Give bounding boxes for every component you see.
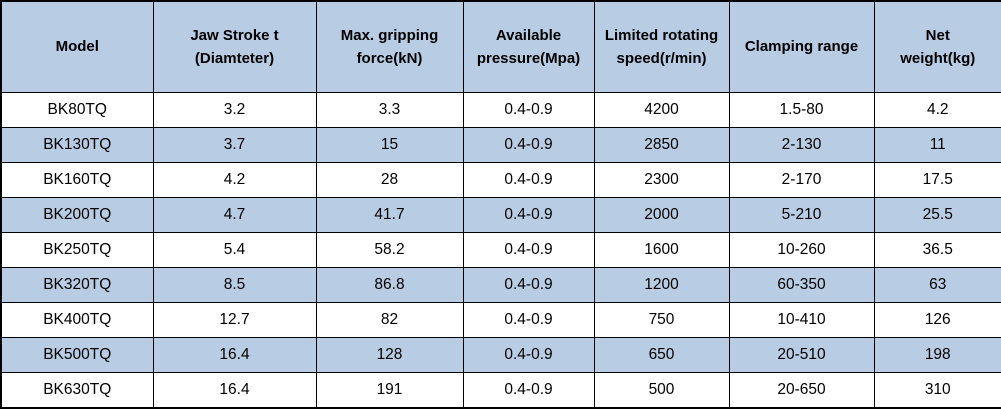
cell-model: BK160TQ [0, 161, 154, 198]
cell-net-weight: 4.2 [873, 92, 1001, 128]
table-row: BK500TQ 16.4 128 0.4-0.9 650 20-510 198 [0, 336, 1001, 373]
cell-gripping-force: 128 [315, 336, 464, 373]
cell-model: BK500TQ [0, 336, 154, 373]
cell-available-pressure: 0.4-0.9 [462, 301, 595, 338]
header-row: Model Jaw Stroke t (Diamteter) Max. grip… [0, 0, 1001, 93]
cell-net-weight: 25.5 [873, 196, 1001, 233]
cell-available-pressure: 0.4-0.9 [462, 196, 595, 233]
cell-gripping-force: 3.3 [315, 92, 464, 128]
cell-jaw-stroke: 16.4 [152, 371, 317, 409]
cell-net-weight: 310 [873, 371, 1001, 409]
cell-model: BK400TQ [0, 301, 154, 338]
table-row: BK630TQ 16.4 191 0.4-0.9 500 20-650 310 [0, 371, 1001, 409]
cell-available-pressure: 0.4-0.9 [462, 231, 595, 268]
cell-clamping-range: 20-650 [728, 371, 875, 409]
table-row: BK130TQ 3.7 15 0.4-0.9 2850 2-130 11 [0, 126, 1001, 163]
cell-gripping-force: 86.8 [315, 266, 464, 303]
header-rotating-speed: Limited rotating speed(r/min) [593, 0, 730, 93]
cell-net-weight: 198 [873, 336, 1001, 373]
cell-net-weight: 17.5 [873, 161, 1001, 198]
cell-available-pressure: 0.4-0.9 [462, 371, 595, 409]
cell-model: BK130TQ [0, 126, 154, 163]
cell-available-pressure: 0.4-0.9 [462, 126, 595, 163]
cell-clamping-range: 5-210 [728, 196, 875, 233]
cell-model: BK80TQ [0, 92, 154, 128]
cell-gripping-force: 82 [315, 301, 464, 338]
cell-model: BK200TQ [0, 196, 154, 233]
cell-clamping-range: 2-130 [728, 126, 875, 163]
cell-rotating-speed: 4200 [593, 92, 730, 128]
header-jaw-stroke: Jaw Stroke t (Diamteter) [152, 0, 317, 93]
cell-jaw-stroke: 4.2 [152, 161, 317, 198]
cell-jaw-stroke: 3.7 [152, 126, 317, 163]
cell-net-weight: 36.5 [873, 231, 1001, 268]
cell-rotating-speed: 2300 [593, 161, 730, 198]
cell-rotating-speed: 500 [593, 371, 730, 409]
cell-available-pressure: 0.4-0.9 [462, 92, 595, 128]
cell-gripping-force: 15 [315, 126, 464, 163]
cell-model: BK630TQ [0, 371, 154, 409]
table-row: BK400TQ 12.7 82 0.4-0.9 750 10-410 126 [0, 301, 1001, 338]
cell-net-weight: 11 [873, 126, 1001, 163]
cell-net-weight: 63 [873, 266, 1001, 303]
header-available-pressure: Available pressure(Mpa) [462, 0, 595, 93]
cell-available-pressure: 0.4-0.9 [462, 336, 595, 373]
cell-clamping-range: 10-260 [728, 231, 875, 268]
cell-available-pressure: 0.4-0.9 [462, 266, 595, 303]
table-row: BK250TQ 5.4 58.2 0.4-0.9 1600 10-260 36.… [0, 231, 1001, 268]
table-row: BK160TQ 4.2 28 0.4-0.9 2300 2-170 17.5 [0, 161, 1001, 198]
cell-clamping-range: 60-350 [728, 266, 875, 303]
cell-jaw-stroke: 3.2 [152, 92, 317, 128]
cell-gripping-force: 28 [315, 161, 464, 198]
cell-rotating-speed: 2000 [593, 196, 730, 233]
header-gripping-force: Max. gripping force(kN) [315, 0, 464, 93]
cell-model: BK320TQ [0, 266, 154, 303]
cell-gripping-force: 191 [315, 371, 464, 409]
cell-clamping-range: 1.5-80 [728, 92, 875, 128]
cell-jaw-stroke: 5.4 [152, 231, 317, 268]
cell-clamping-range: 2-170 [728, 161, 875, 198]
table-row: BK80TQ 3.2 3.3 0.4-0.9 4200 1.5-80 4.2 [0, 92, 1001, 128]
cell-rotating-speed: 1600 [593, 231, 730, 268]
cell-jaw-stroke: 4.7 [152, 196, 317, 233]
table-row: BK320TQ 8.5 86.8 0.4-0.9 1200 60-350 63 [0, 266, 1001, 303]
cell-rotating-speed: 750 [593, 301, 730, 338]
header-model: Model [0, 0, 154, 93]
cell-rotating-speed: 1200 [593, 266, 730, 303]
cell-model: BK250TQ [0, 231, 154, 268]
table-row: BK200TQ 4.7 41.7 0.4-0.9 2000 5-210 25.5 [0, 196, 1001, 233]
cell-jaw-stroke: 16.4 [152, 336, 317, 373]
cell-net-weight: 126 [873, 301, 1001, 338]
header-net-weight: Net weight(kg) [873, 0, 1001, 93]
cell-jaw-stroke: 12.7 [152, 301, 317, 338]
cell-available-pressure: 0.4-0.9 [462, 161, 595, 198]
cell-gripping-force: 58.2 [315, 231, 464, 268]
cell-clamping-range: 20-510 [728, 336, 875, 373]
cell-rotating-speed: 650 [593, 336, 730, 373]
cell-gripping-force: 41.7 [315, 196, 464, 233]
header-clamping-range: Clamping range [728, 0, 875, 93]
cell-rotating-speed: 2850 [593, 126, 730, 163]
cell-jaw-stroke: 8.5 [152, 266, 317, 303]
cell-clamping-range: 10-410 [728, 301, 875, 338]
